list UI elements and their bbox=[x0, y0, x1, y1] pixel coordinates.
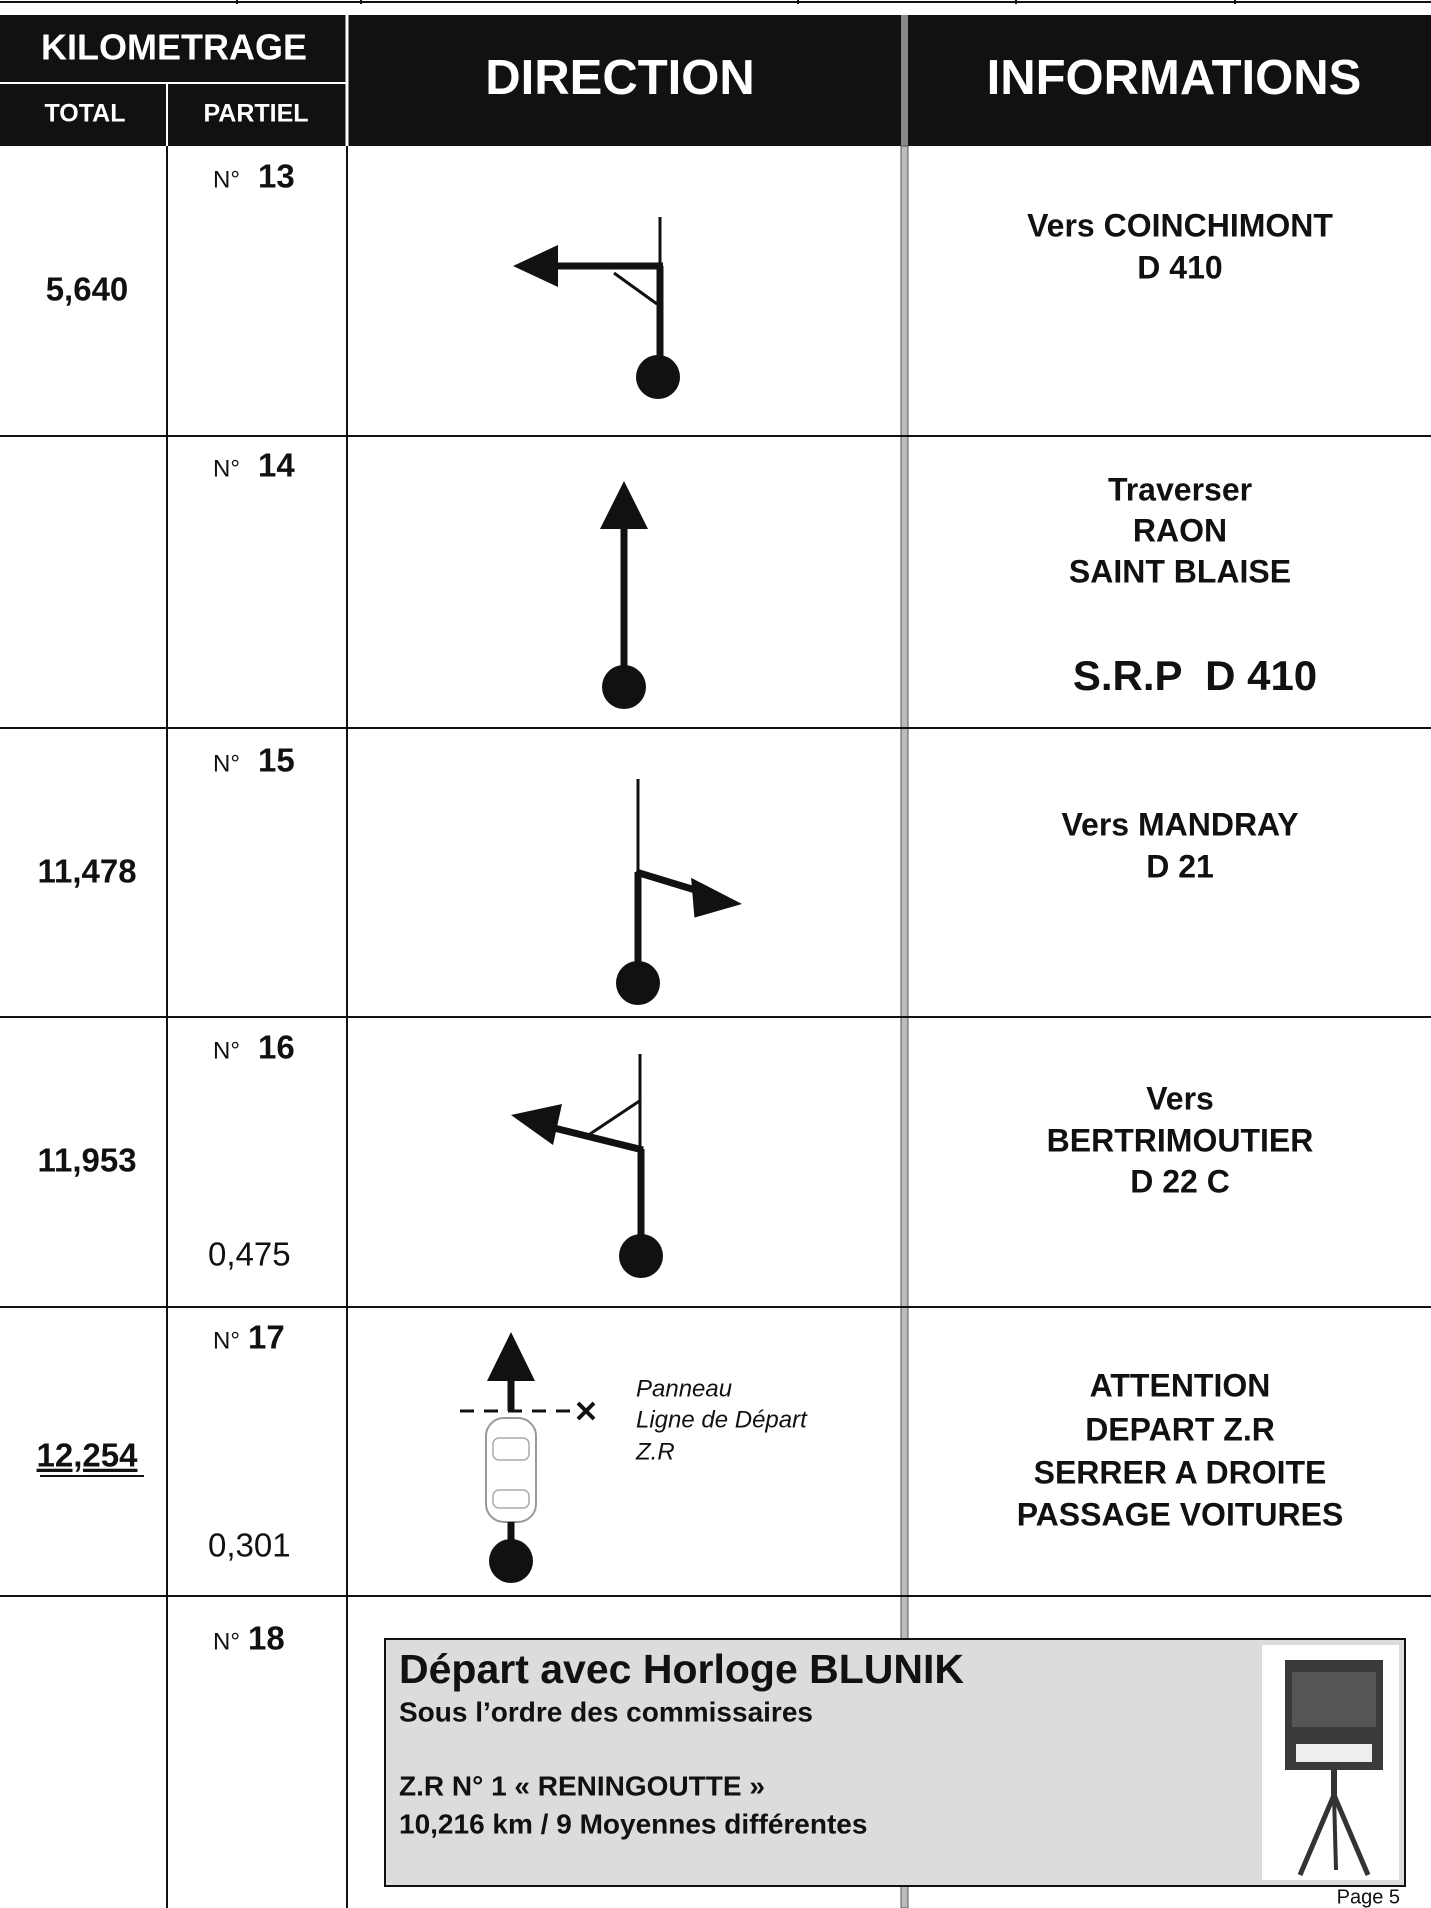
information: DEPART Z.R bbox=[1085, 1411, 1275, 1447]
direction-diagram bbox=[616, 779, 742, 1005]
information: D 22 C bbox=[1130, 1163, 1230, 1199]
direction-diagram bbox=[600, 481, 648, 709]
information: Vers MANDRAY bbox=[1061, 806, 1298, 842]
number-prefix: N° bbox=[213, 750, 240, 777]
header-informations: INFORMATIONS bbox=[987, 51, 1362, 105]
information: PASSAGE VOITURES bbox=[1017, 1496, 1344, 1532]
information: ATTENTION bbox=[1090, 1367, 1271, 1403]
total-km: 11,478 bbox=[37, 853, 136, 890]
total-km: 12,254 bbox=[37, 1437, 139, 1474]
note: Z.R bbox=[635, 1438, 675, 1465]
step-number: 16 bbox=[258, 1029, 295, 1066]
number-prefix: N° bbox=[213, 455, 240, 482]
blunik-clock-photo bbox=[1262, 1645, 1399, 1880]
step-number: 13 bbox=[258, 158, 295, 195]
information: Vers COINCHIMONT bbox=[1027, 207, 1333, 243]
header-total: TOTAL bbox=[44, 100, 125, 128]
box-subtitle: Sous l’ordre des commissaires bbox=[399, 1696, 813, 1727]
information: D 21 bbox=[1146, 848, 1214, 884]
step-number: 15 bbox=[258, 742, 295, 779]
note: Ligne de Départ bbox=[636, 1406, 808, 1433]
information: SAINT BLAISE bbox=[1069, 553, 1291, 589]
header-divider bbox=[901, 15, 908, 146]
information: D 410 bbox=[1137, 249, 1222, 285]
note: Panneau bbox=[636, 1375, 732, 1402]
total-km: 11,953 bbox=[37, 1142, 136, 1179]
information: BERTRIMOUTIER bbox=[1047, 1122, 1314, 1158]
page-number: Page 5 bbox=[1337, 1886, 1400, 1908]
information: Vers bbox=[1146, 1080, 1214, 1116]
number-prefix: N° bbox=[213, 1327, 240, 1354]
step-number: 17 bbox=[248, 1319, 285, 1356]
box-title: Départ avec Horloge BLUNIK bbox=[399, 1646, 964, 1692]
direction-diagram bbox=[511, 1054, 663, 1278]
direction-diagram bbox=[513, 217, 680, 399]
partial-km: 0,301 bbox=[208, 1527, 291, 1564]
partial-km: 0,475 bbox=[208, 1236, 291, 1273]
top-strip bbox=[0, 0, 1431, 4]
information: Traverser bbox=[1108, 471, 1252, 507]
step-number: 14 bbox=[258, 447, 295, 484]
number-prefix: N° bbox=[213, 1628, 240, 1655]
number-prefix: N° bbox=[213, 1037, 240, 1064]
direction-diagram bbox=[460, 1332, 594, 1583]
information: RAON bbox=[1133, 512, 1227, 548]
information: SERRER A DROITE bbox=[1034, 1454, 1327, 1490]
total-km: 5,640 bbox=[46, 271, 129, 308]
step-number: 18 bbox=[248, 1620, 285, 1657]
roadbook-page: KILOMETRAGE TOTAL PARTIEL DIRECTION INFO… bbox=[0, 0, 1431, 1908]
number-prefix: N° bbox=[213, 166, 240, 193]
box-line: Z.R N° 1 « RENINGOUTTE » bbox=[399, 1770, 765, 1801]
header-direction: DIRECTION bbox=[485, 51, 755, 105]
road-info: S.R.P D 410 bbox=[1073, 652, 1317, 699]
box-line: 10,216 km / 9 Moyennes différentes bbox=[399, 1808, 867, 1839]
header-partiel: PARTIEL bbox=[203, 100, 308, 128]
header-kilometrage: KILOMETRAGE bbox=[41, 27, 307, 68]
